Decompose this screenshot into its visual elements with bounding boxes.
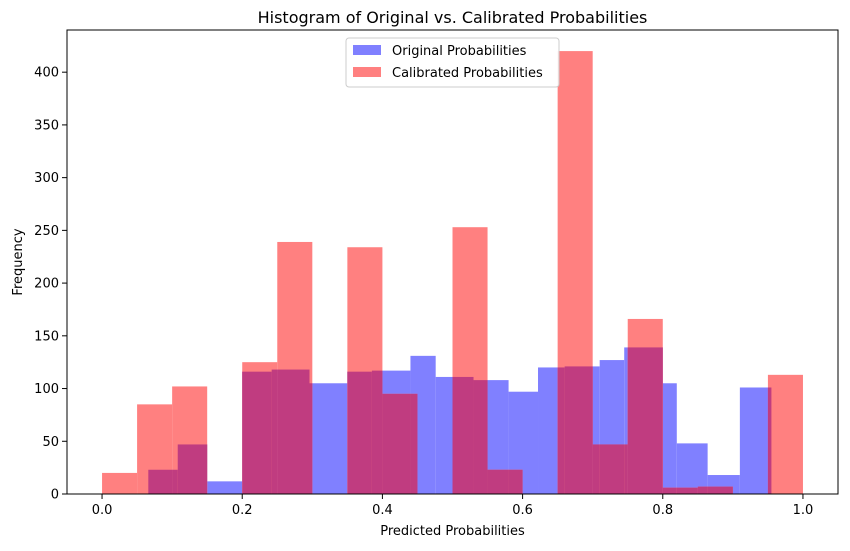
original-bar-5 — [309, 383, 348, 494]
original-bar-16 — [662, 383, 677, 494]
y-tick-label: 300 — [34, 171, 59, 186]
overlap-bar-10-9 — [452, 376, 474, 494]
overlap-bar-13-12 — [557, 367, 565, 494]
overlap-bar-17-17 — [697, 486, 708, 494]
overlap-bar-4-4 — [271, 369, 278, 494]
original-bar-17 — [676, 443, 708, 494]
chart-title: Histogram of Original vs. Calibrated Pro… — [258, 8, 648, 27]
x-tick-label: 0.0 — [92, 503, 113, 518]
y-tick-label: 350 — [34, 118, 59, 133]
overlap-bar-11-11 — [508, 469, 523, 494]
x-tick-label: 0.6 — [512, 503, 533, 518]
calibrated-bar-19 — [767, 374, 803, 494]
legend-label-calibrated: Calibrated Probabilities — [392, 66, 543, 81]
x-tick-label: 0.8 — [652, 503, 673, 518]
overlap-bar-14-15 — [624, 444, 628, 494]
overlap-bar-2-0 — [172, 469, 178, 494]
overlap-bar-1-0 — [148, 469, 173, 494]
overlap-bar-17-18 — [707, 486, 733, 494]
x-tick-label: 0.4 — [372, 503, 393, 518]
y-tick-label: 250 — [34, 224, 59, 239]
legend-label-original: Original Probabilities — [392, 44, 527, 59]
overlap-bar-13-13 — [564, 366, 593, 494]
legend-swatch-original — [353, 45, 381, 55]
plot-frame — [66, 29, 839, 495]
y-tick-label: 50 — [42, 435, 59, 450]
overlap-bar-5-4 — [277, 369, 310, 494]
y-tick-label: 0 — [51, 488, 59, 503]
legend-swatch-calibrated — [353, 67, 381, 77]
y-tick-label: 150 — [34, 329, 59, 344]
overlap-bar-2-1 — [177, 444, 208, 494]
overlap-bar-15-15 — [627, 347, 663, 494]
overlap-bar-5-5 — [309, 383, 313, 494]
y-tick-label: 200 — [34, 277, 59, 292]
y-tick-label: 100 — [34, 382, 59, 397]
overlap-bar-14-14 — [599, 444, 625, 494]
bars-layer — [102, 51, 803, 495]
overlap-bar-7-6 — [347, 371, 372, 494]
overlap-bar-16-17 — [676, 487, 698, 494]
overlap-bar-4-3 — [242, 371, 272, 494]
calibrated-bar-0 — [102, 472, 138, 494]
overlap-bar-7-7 — [371, 370, 383, 494]
overlap-bar-14-13 — [592, 444, 600, 494]
y-axis-label: Frequency — [11, 228, 26, 295]
x-tick-label: 1.0 — [793, 503, 814, 518]
legend: Original Probabilities Calibrated Probab… — [345, 37, 560, 88]
overlap-bar-19-19 — [767, 387, 772, 494]
y-tick-label: 400 — [34, 66, 59, 81]
axes-layer: 0.0 0.2 0.4 0.6 0.8 1.0 0 50 100 150 200 250 300 350 4… — [34, 66, 813, 518]
original-bar-19 — [739, 387, 772, 494]
legend-box — [345, 37, 560, 88]
overlap-bar-11-10 — [487, 469, 509, 494]
original-bar-2 — [207, 481, 243, 494]
overlap-bar-8-8 — [410, 393, 418, 494]
overlap-bar-16-16 — [662, 487, 677, 494]
x-tick-label: 0.2 — [232, 503, 253, 518]
overlap-bar-8-7 — [382, 393, 411, 494]
overlap-bar-10-10 — [473, 380, 488, 494]
x-axis-label: Predicted Probabilities — [380, 524, 525, 539]
